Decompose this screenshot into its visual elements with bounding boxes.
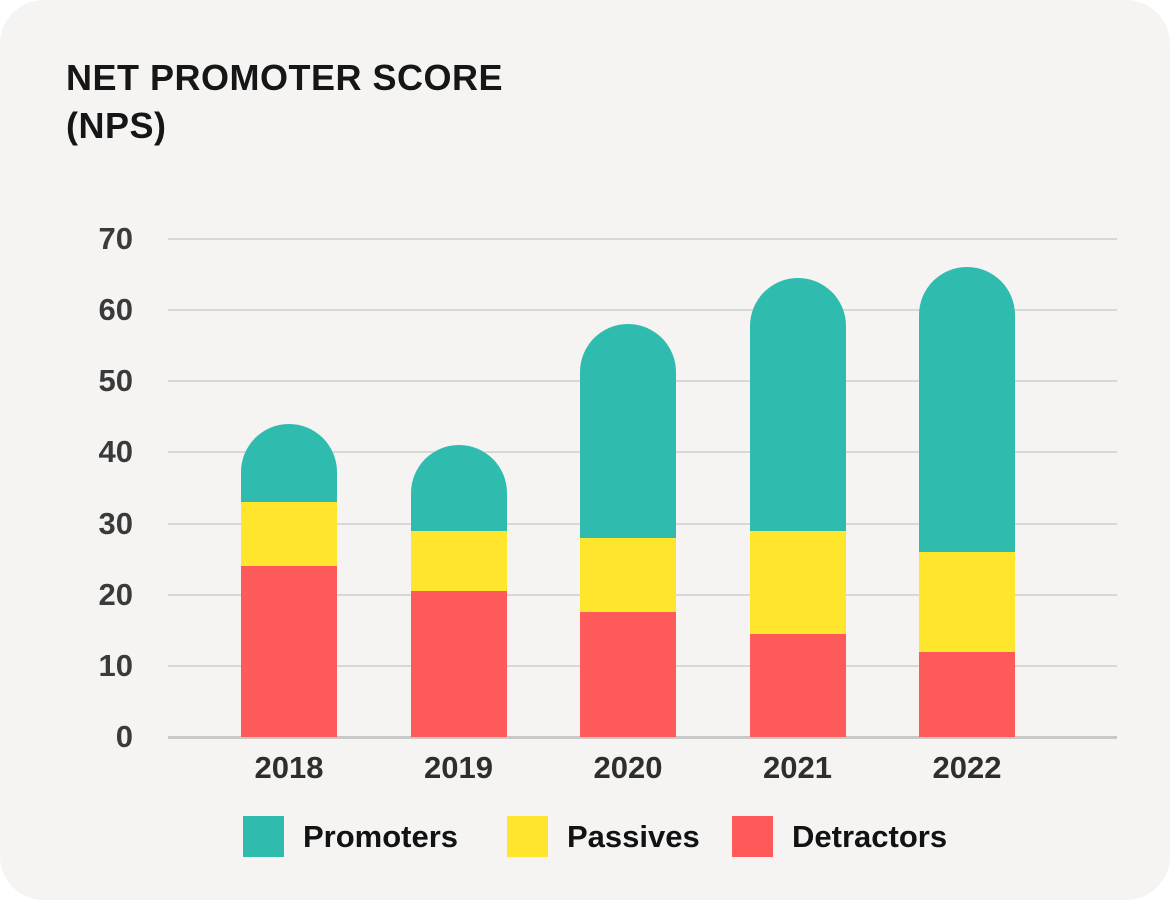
bar-2020: [580, 324, 676, 737]
bar-2020-segment-detractors: [580, 612, 676, 737]
y-tick-label-70: 70: [98, 221, 133, 257]
x-tick-label-2018: 2018: [254, 750, 324, 785]
bar-2018-segment-detractors: [241, 566, 337, 737]
bar-2020-segment-passives: [580, 537, 676, 613]
y-tick-label-30: 30: [98, 505, 133, 541]
bar-2020-segment-promoters: [580, 324, 676, 538]
detractors-swatch-icon: [732, 816, 773, 857]
bar-2021-segment-passives: [749, 530, 846, 634]
bar-2018: [241, 423, 337, 737]
bar-2021-segment-promoters: [749, 278, 846, 531]
gridline-70: [168, 238, 1117, 241]
y-tick-label-50: 50: [98, 363, 133, 399]
bar-2022-segment-promoters: [919, 267, 1015, 553]
bar-2018-segment-promoters: [241, 423, 337, 503]
y-tick-label-60: 60: [98, 292, 133, 328]
chart-title-line2: (NPS): [66, 105, 167, 146]
promoters-swatch-icon: [243, 816, 284, 857]
bar-2019-segment-detractors: [410, 591, 507, 737]
chart-title: NET PROMOTER SCORE (NPS): [66, 54, 503, 150]
bar-2019-segment-promoters: [410, 445, 507, 531]
bar-2019: [410, 445, 507, 737]
y-tick-label-20: 20: [98, 576, 133, 612]
x-tick-label-2019: 2019: [424, 750, 493, 785]
y-tick-label-40: 40: [98, 434, 133, 470]
gridline-60: [168, 309, 1117, 312]
x-tick-label-2020: 2020: [593, 750, 663, 785]
legend-label-detractors: Detractors: [792, 819, 948, 854]
bar-2018-segment-passives: [241, 502, 337, 567]
legend-item-promoters: Promoters: [243, 816, 458, 857]
bar-2021-segment-detractors: [749, 633, 846, 737]
bar-2022: [919, 267, 1015, 737]
y-tick-label-0: 0: [115, 719, 133, 754]
gridline-0: [168, 736, 1117, 739]
legend-item-passives: Passives: [507, 816, 700, 857]
bar-2022-segment-detractors: [919, 651, 1015, 737]
legend-item-detractors: Detractors: [732, 816, 947, 857]
chart-title-line1: NET PROMOTER SCORE: [66, 57, 504, 98]
bar-2022-segment-passives: [919, 552, 1015, 652]
y-tick-label-10: 10: [98, 647, 133, 683]
legend-label-promoters: Promoters: [303, 819, 459, 854]
legend-label-passives: Passives: [567, 819, 700, 854]
x-tick-label-2021: 2021: [763, 750, 832, 785]
x-tick-label-2022: 2022: [932, 750, 1002, 785]
bar-2021: [749, 278, 846, 737]
bar-2019-segment-passives: [410, 530, 507, 592]
passives-swatch-icon: [507, 816, 548, 857]
